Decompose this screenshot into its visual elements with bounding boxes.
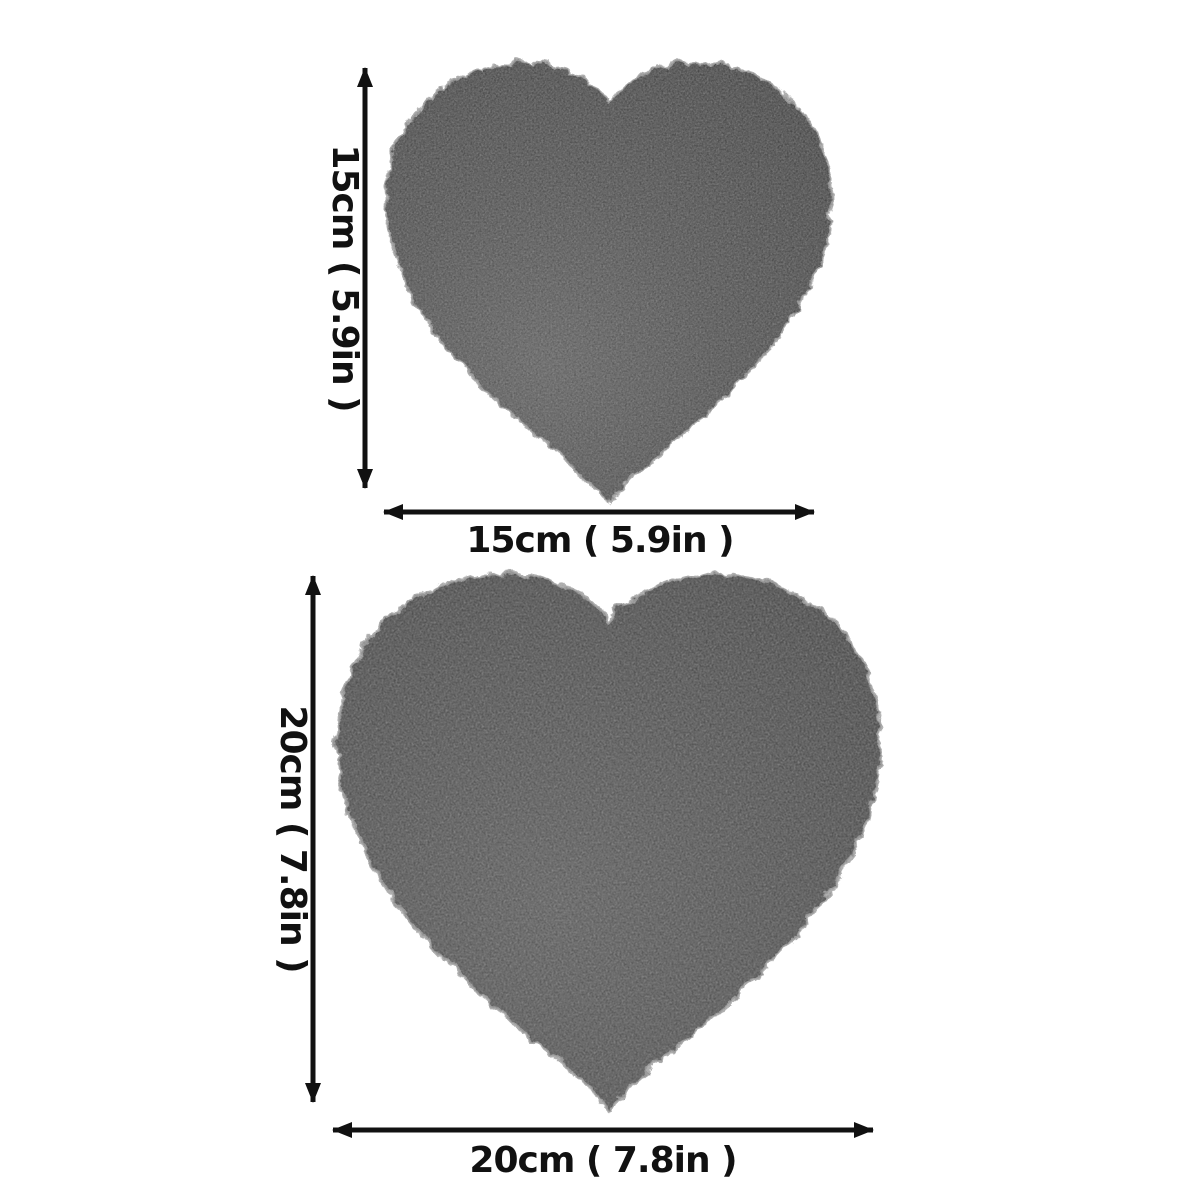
height-dimension-label-15cm: 15cm ( 5.9in ) (324, 144, 365, 411)
height-dimension-label-20cm: 20cm ( 7.8in ) (272, 705, 313, 972)
slate-heart-20cm-photo (334, 570, 880, 1111)
slate-heart-15cm-shape (383, 59, 831, 504)
figure-slate-heart-15cm: 15cm ( 5.9in ) 15cm ( 5.9in ) (324, 59, 831, 561)
slate-heart-15cm-photo (383, 59, 831, 504)
width-dimension-label-15cm: 15cm ( 5.9in ) (466, 520, 733, 561)
figure-slate-heart-20cm: 20cm ( 7.8in ) 20cm ( 7.8in ) (272, 570, 880, 1181)
slate-heart-20cm-shape (334, 570, 880, 1111)
width-dimension-label-20cm: 20cm ( 7.8in ) (469, 1140, 736, 1181)
